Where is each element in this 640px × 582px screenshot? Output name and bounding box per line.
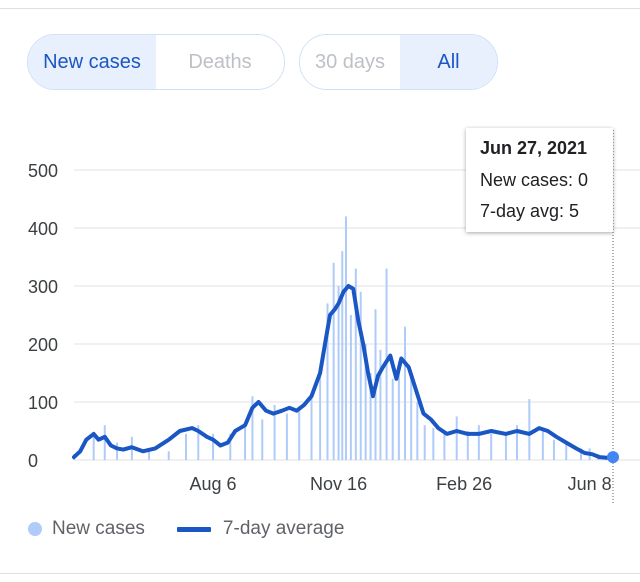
y-tick-label: 0 xyxy=(28,451,38,471)
new-cases-bar xyxy=(310,396,313,460)
new-cases-bar xyxy=(337,286,340,460)
new-cases-bar xyxy=(332,262,335,460)
new-cases-bar xyxy=(167,451,170,460)
new-cases-legend-label: New cases xyxy=(52,518,145,539)
new-cases-bar xyxy=(344,216,347,460)
new-cases-bar xyxy=(341,251,344,460)
x-tick-label: Nov 16 xyxy=(310,474,367,494)
30-days-tab[interactable]: 30 days xyxy=(300,35,400,89)
new-cases-bar xyxy=(359,291,362,460)
new-cases-bar xyxy=(552,439,555,460)
new-cases-bar xyxy=(466,431,469,460)
hover-tooltip: Jun 27, 2021 New cases: 0 7-day avg: 5 xyxy=(466,128,613,232)
new-cases-bar xyxy=(504,433,507,460)
x-tick-label: Jun 8 xyxy=(568,474,612,494)
new-cases-bar xyxy=(516,425,519,460)
x-axis-labels: Aug 6 Nov 16 Feb 26 Jun 8 xyxy=(190,474,612,494)
new-cases-bar xyxy=(251,396,254,460)
new-cases-bar xyxy=(416,402,419,460)
new-cases-bar xyxy=(354,268,357,460)
tooltip-date: Jun 27, 2021 xyxy=(480,138,588,158)
new-cases-bar xyxy=(285,413,288,460)
new-cases-legend-swatch xyxy=(28,522,42,536)
new-cases-bar xyxy=(379,349,382,460)
range-toggle: 30 days All xyxy=(299,34,498,90)
new-cases-bar xyxy=(92,433,95,460)
all-tab[interactable]: All xyxy=(400,35,497,89)
seven-day-average-line xyxy=(72,284,615,460)
average-legend-swatch xyxy=(176,526,211,532)
new-cases-bar xyxy=(455,416,458,460)
x-tick-label: Feb 26 xyxy=(436,474,492,494)
new-cases-bar xyxy=(261,419,264,460)
new-cases-bar xyxy=(443,431,446,460)
new-cases-bar xyxy=(423,425,426,460)
y-axis-labels: 0 100 200 300 400 500 xyxy=(28,161,58,471)
new-cases-bar xyxy=(197,425,200,460)
new-cases-bar xyxy=(326,303,329,460)
new-cases-bar xyxy=(477,425,480,460)
new-cases-bar xyxy=(148,448,151,460)
new-cases-bar xyxy=(391,378,394,460)
new-cases-bar xyxy=(229,433,232,460)
new-cases-bar xyxy=(244,425,247,460)
hover-dot xyxy=(607,451,619,464)
y-tick-label: 300 xyxy=(28,277,58,297)
tooltip-new-cases: New cases: 0 xyxy=(480,170,589,190)
y-tick-label: 500 xyxy=(28,161,58,181)
new-cases-bar xyxy=(565,442,568,460)
new-cases-bar xyxy=(103,425,106,460)
legend: New cases 7-day average xyxy=(28,518,344,540)
new-cases-bars xyxy=(73,216,600,460)
new-cases-bar xyxy=(369,373,372,460)
new-cases-bar xyxy=(580,448,583,460)
new-cases-bar xyxy=(397,361,400,460)
metric-toggle: New cases Deaths xyxy=(27,34,285,90)
cases-chart[interactable]: 0 100 200 300 400 500 Aug 6 Nov 16 Feb 26 Jun 8 xyxy=(0,100,640,510)
new-cases-bar xyxy=(349,315,352,460)
new-cases-bar xyxy=(212,433,215,460)
y-tick-label: 100 xyxy=(28,393,58,413)
average-line xyxy=(72,284,615,460)
new-cases-bar xyxy=(364,344,367,460)
new-cases-bar xyxy=(528,399,531,460)
new-cases-bar xyxy=(410,373,413,460)
bottom-divider xyxy=(0,573,640,574)
average-legend-label: 7-day average xyxy=(222,518,345,539)
new-cases-bar xyxy=(184,433,187,460)
new-cases-bar xyxy=(404,326,407,460)
hover-marker xyxy=(607,130,619,505)
new-cases-bar xyxy=(541,431,544,460)
new-cases-bar xyxy=(319,367,322,460)
new-cases-bar xyxy=(298,407,301,460)
new-cases-tab[interactable]: New cases xyxy=(28,35,156,89)
top-divider xyxy=(0,0,640,9)
new-cases-bar xyxy=(116,442,119,460)
y-tick-label: 200 xyxy=(28,335,58,355)
new-cases-bar xyxy=(273,404,276,460)
deaths-tab[interactable]: Deaths xyxy=(156,35,284,89)
y-tick-label: 400 xyxy=(28,219,58,239)
gridlines xyxy=(74,169,640,461)
new-cases-bar xyxy=(490,433,493,460)
x-tick-label: Aug 6 xyxy=(190,474,237,494)
new-cases-bar xyxy=(432,428,435,460)
tooltip-avg: 7-day avg: 5 xyxy=(480,201,580,221)
